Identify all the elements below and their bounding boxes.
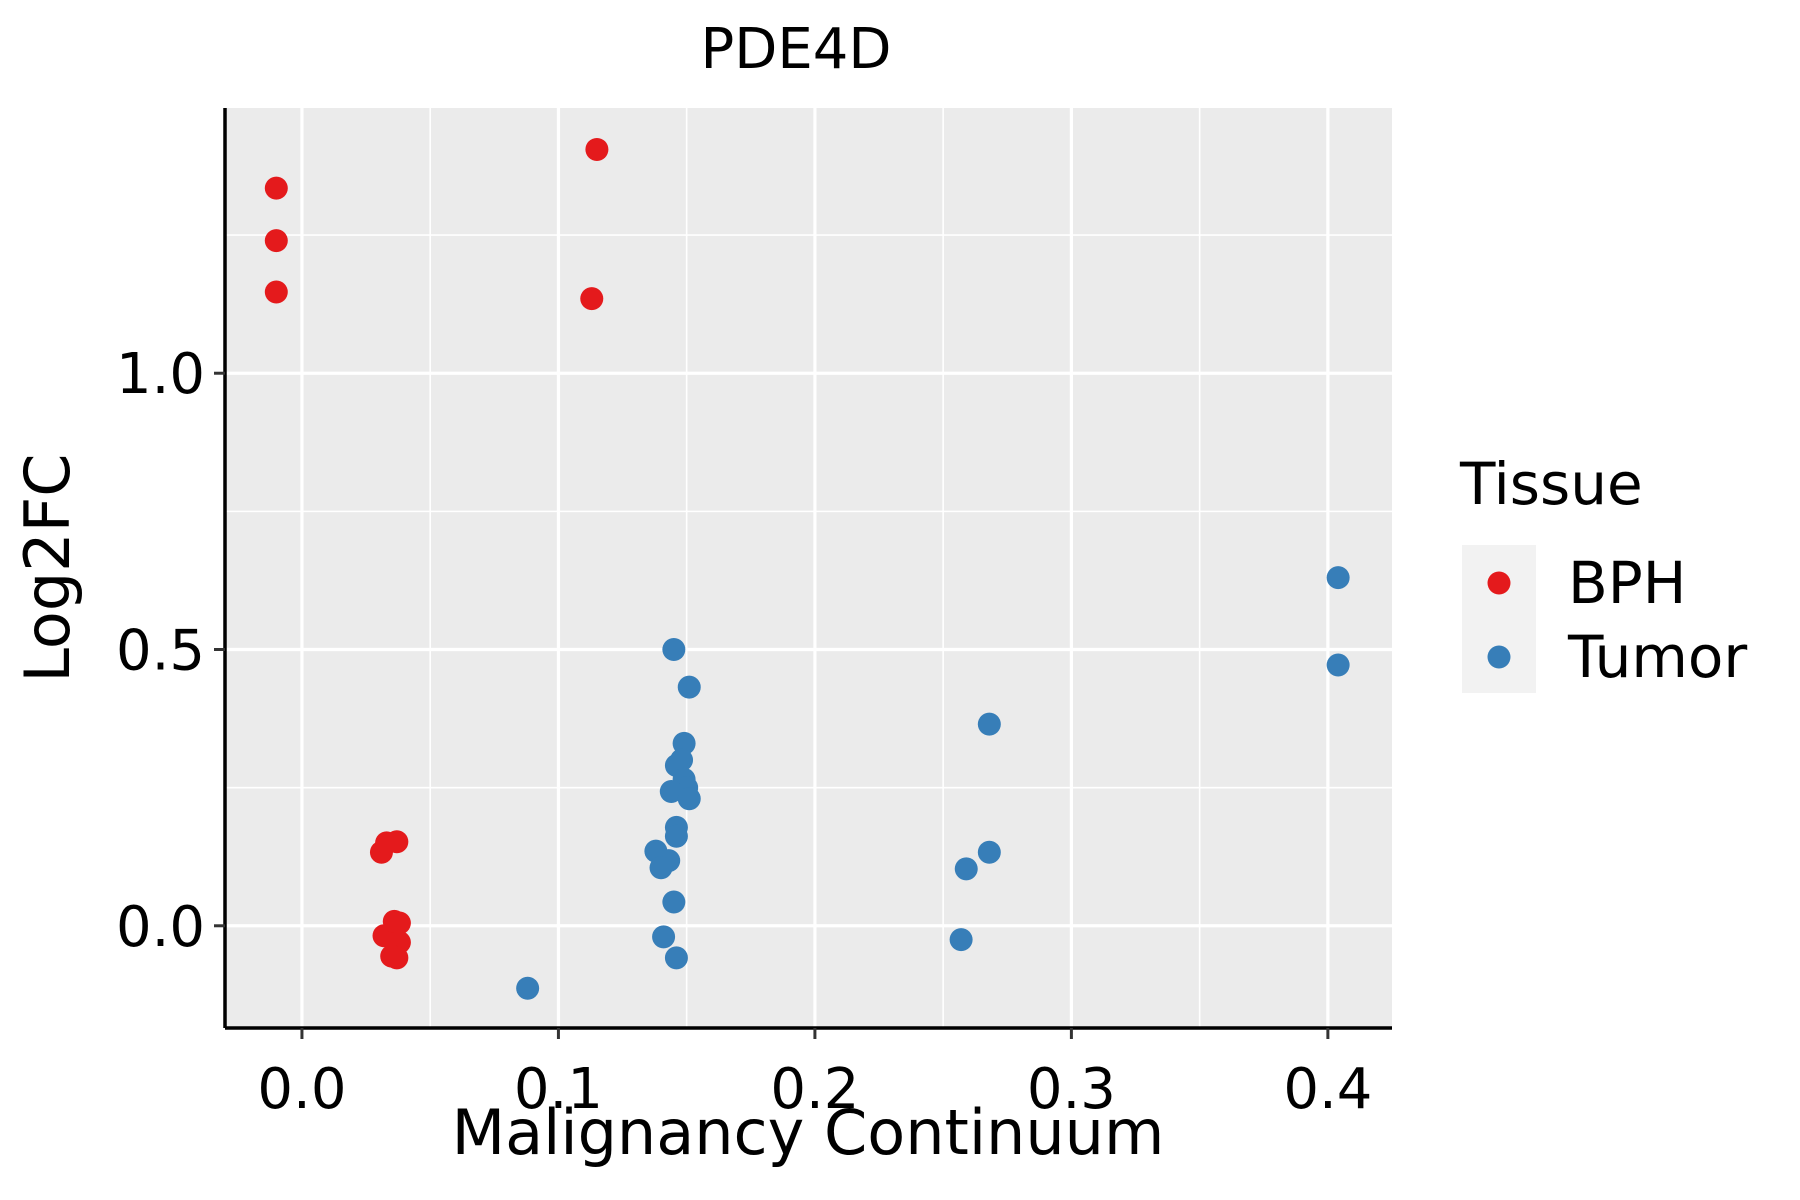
data-point-tumor	[664, 946, 688, 970]
data-point-tumor	[516, 976, 540, 1000]
data-point-bph	[264, 229, 288, 253]
plot-panel	[225, 108, 1392, 1028]
legend-key-tumor	[1487, 645, 1511, 669]
data-point-tumor	[977, 840, 1001, 864]
data-point-bph	[264, 280, 288, 304]
data-point-tumor	[649, 856, 673, 880]
data-point-bph	[585, 137, 609, 161]
data-point-tumor	[677, 675, 701, 699]
x-tick-label: 0.0	[257, 1057, 346, 1122]
legend-key-bph	[1487, 571, 1511, 595]
data-point-tumor	[652, 925, 676, 949]
x-axis-label: Malignancy Continuum	[452, 1096, 1165, 1169]
legend-label-bph: BPH	[1568, 549, 1686, 617]
legend-label-tumor: Tumor	[1567, 623, 1747, 691]
x-axis-ticks: 0.0 0.1 0.2 0.3 0.4	[257, 1028, 1372, 1122]
data-point-tumor	[664, 824, 688, 848]
data-point-tumor	[977, 712, 1001, 736]
y-tick-label: 0.5	[116, 619, 205, 684]
data-point-tumor	[1326, 653, 1350, 677]
data-point-tumor	[659, 780, 683, 804]
data-point-tumor	[662, 638, 686, 662]
y-tick-label: 0.0	[116, 895, 205, 960]
data-point-tumor	[662, 890, 686, 914]
minor-gridlines	[225, 108, 1392, 1028]
y-axis-ticks: 0.0 0.5 1.0	[116, 342, 225, 960]
legend-key-background	[1462, 545, 1536, 693]
x-tick-label: 0.4	[1283, 1057, 1372, 1122]
y-tick-label: 1.0	[116, 342, 205, 407]
data-point-bph	[580, 287, 604, 311]
major-gridlines	[225, 108, 1392, 1028]
x-tick-label: 0.3	[1027, 1057, 1116, 1122]
data-point-tumor	[1326, 566, 1350, 590]
y-axis-label: Log2FC	[11, 453, 84, 682]
data-point-bph	[385, 830, 409, 854]
data-points	[264, 137, 1350, 1000]
x-tick-label: 0.1	[514, 1057, 603, 1122]
x-tick-label: 0.2	[770, 1057, 859, 1122]
data-point-tumor	[949, 928, 973, 952]
data-point-bph	[387, 911, 411, 935]
data-point-bph	[264, 176, 288, 200]
data-point-tumor	[954, 857, 978, 881]
chart-title: PDE4D	[700, 17, 891, 82]
data-point-tumor	[677, 787, 701, 811]
data-point-bph	[385, 946, 409, 970]
legend-title: Tissue	[1459, 450, 1643, 518]
